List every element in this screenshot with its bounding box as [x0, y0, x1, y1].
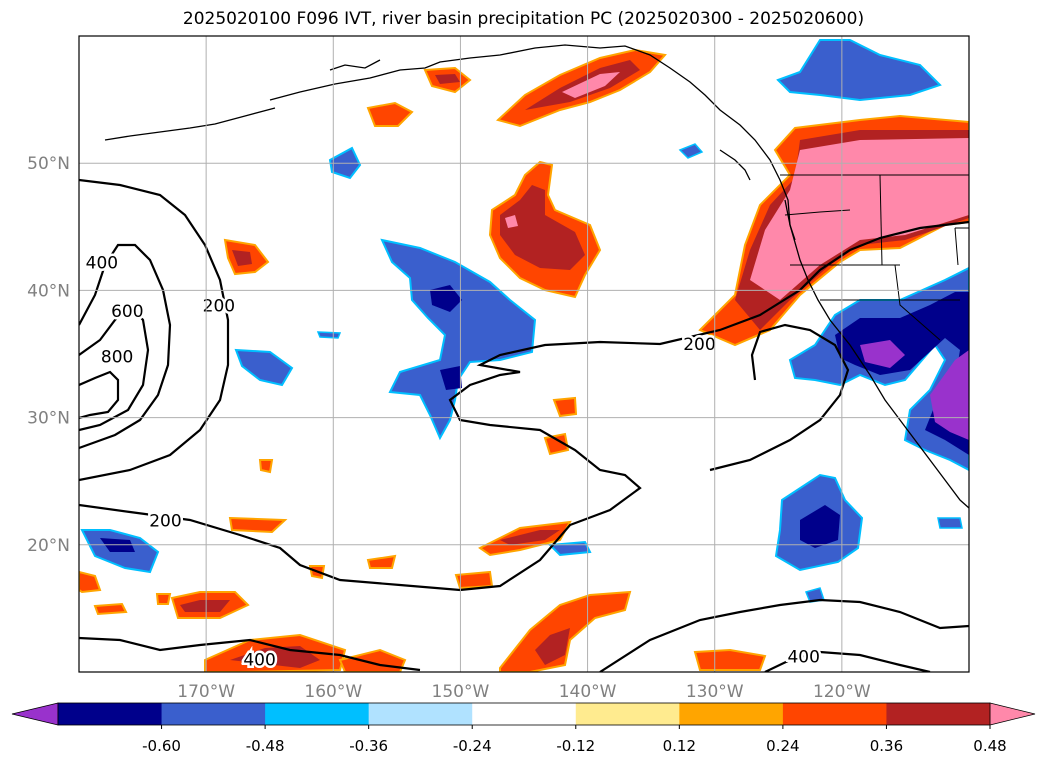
contour-label: 400 [86, 253, 118, 273]
colorbar-segment [886, 703, 991, 725]
colorbar-tick-label: 0.24 [766, 737, 799, 755]
colorbar-segment [58, 703, 163, 725]
colorbar-tick-label: 0.48 [973, 737, 1006, 755]
lon-tick-label: 170°W [177, 682, 235, 702]
contour-label: 600 [111, 302, 143, 322]
contour-label: 800 [101, 348, 133, 368]
lon-tick-label: 120°W [813, 682, 871, 702]
map-frame [78, 35, 970, 673]
lon-tick-label: 150°W [432, 682, 490, 702]
graticule [79, 36, 969, 672]
colorbar-segment [472, 703, 577, 725]
contour-label: 200 [149, 512, 181, 532]
lat-tick-label: 30°N [27, 409, 70, 429]
lat-tick-label: 50°N [27, 154, 70, 174]
colorbar-tick-label: -0.24 [453, 737, 492, 755]
colorbar: -0.60 -0.48 -0.36 -0.24 -0.12 0.12 0.24 0.36 0.4… [11, 702, 1036, 755]
lat-tick-label: 20°N [27, 536, 70, 556]
colorbar-tick-label: -0.36 [349, 737, 388, 755]
lat-tick-labels: 20°N 30°N 40°N 50°N [27, 154, 70, 556]
colorbar-extend-high [989, 702, 1036, 726]
colorbar-segment [265, 703, 370, 725]
lon-tick-label: 140°W [559, 682, 617, 702]
contour-label: 200 [203, 297, 235, 317]
colorbar-segment [161, 703, 266, 725]
colorbar-tick-label: 0.36 [870, 737, 903, 755]
map-title: 2025020100 F096 IVT, river basin precipi… [182, 9, 865, 29]
colorbar-tick-label: -0.12 [556, 737, 595, 755]
colorbar-segment [782, 703, 887, 725]
borders [780, 174, 969, 341]
colorbar-segment [679, 703, 784, 725]
colorbar-tick-label: -0.48 [246, 737, 285, 755]
contour-label: 200 [683, 335, 715, 355]
precip-fields [79, 39, 969, 672]
coastlines [104, 44, 969, 509]
lon-tick-label: 160°W [304, 682, 362, 702]
colorbar-outline [57, 702, 991, 726]
colorbar-tick-label: 0.12 [663, 737, 696, 755]
colorbar-tick-label: -0.60 [142, 737, 181, 755]
contour-label: 400 [243, 650, 275, 670]
colorbar-extend-low [11, 702, 59, 726]
contour-label: 400 [787, 648, 819, 668]
colorbar-segment [575, 703, 680, 725]
field-negative-central [380, 238, 537, 441]
colorbar-segment [368, 703, 473, 725]
lon-tick-labels: 170°W 160°W 150°W 140°W 130°W 120°W [177, 682, 871, 702]
contour-labels: 400 600 800 200 200 200 400 400 [83, 251, 822, 673]
lon-tick-label: 130°W [686, 682, 744, 702]
lat-tick-label: 40°N [27, 281, 70, 301]
